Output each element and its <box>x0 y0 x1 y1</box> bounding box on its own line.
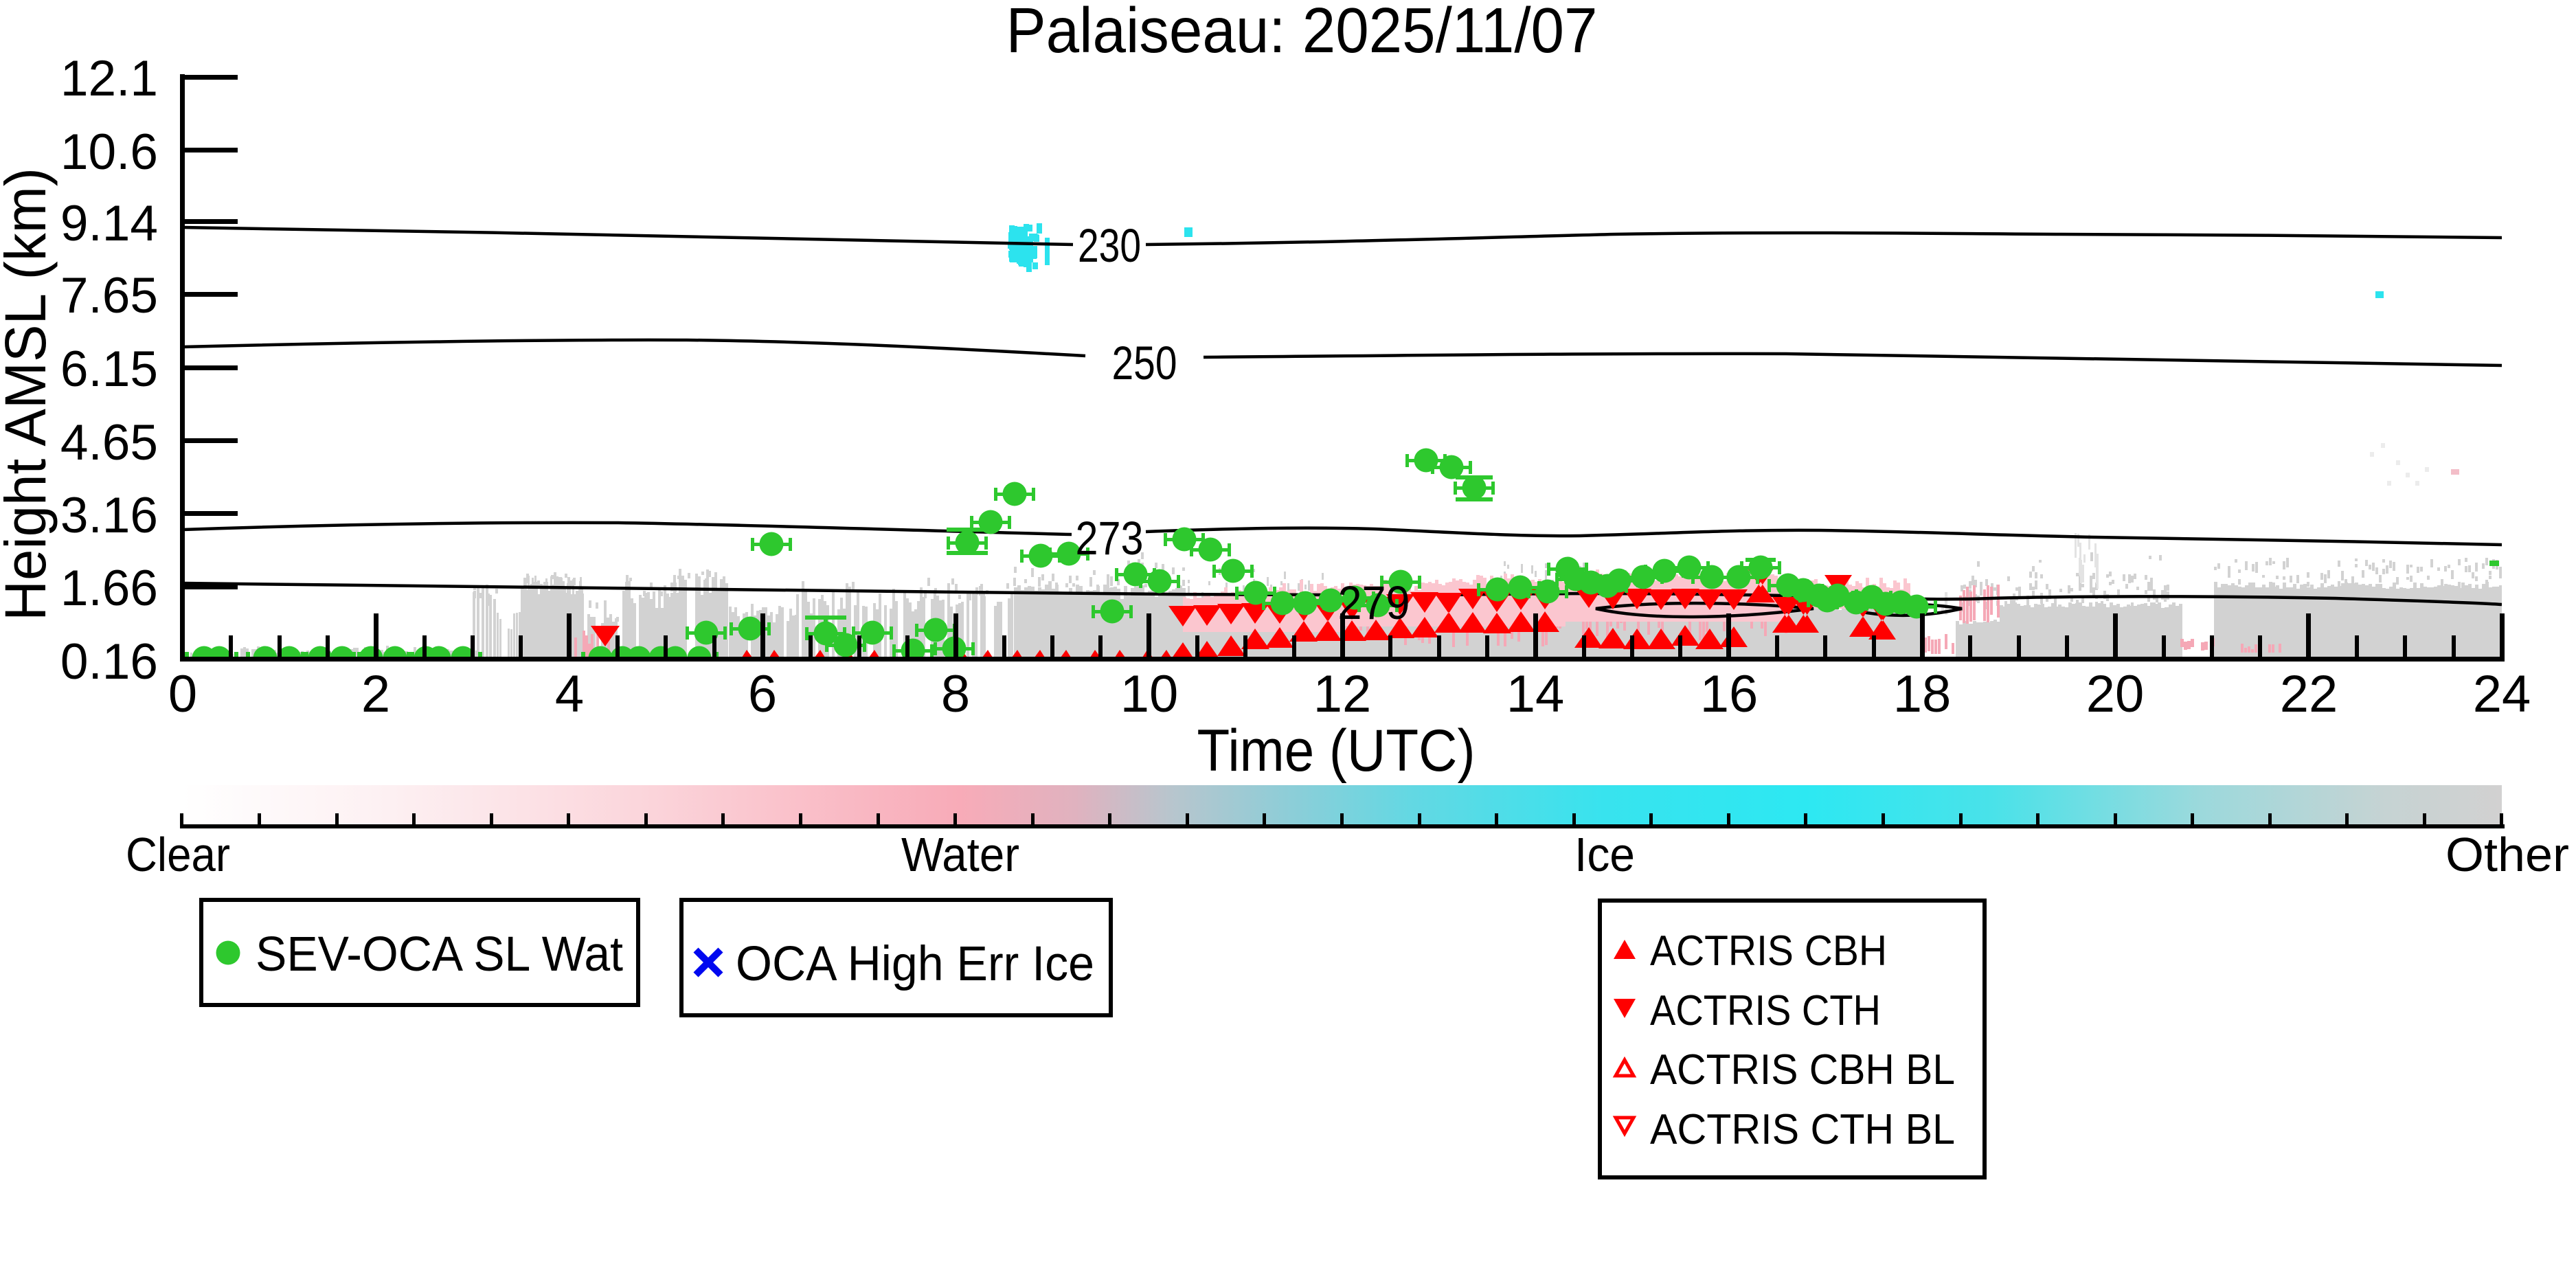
svg-text:250: 250 <box>1112 337 1177 389</box>
svg-text:22: 22 <box>2280 665 2338 723</box>
svg-text:1.66: 1.66 <box>60 561 158 616</box>
svg-text:14: 14 <box>1506 665 1565 723</box>
svg-text:Other: Other <box>2445 828 2569 881</box>
svg-text:2: 2 <box>361 665 390 723</box>
svg-text:OCA High Err Ice: OCA High Err Ice <box>736 937 1094 991</box>
svg-text:Ice: Ice <box>1574 828 1635 881</box>
svg-text:10: 10 <box>1120 665 1179 723</box>
svg-text:12.1: 12.1 <box>60 51 158 106</box>
svg-text:18: 18 <box>1893 665 1952 723</box>
svg-text:ACTRIS CTH BL: ACTRIS CTH BL <box>1650 1106 1955 1153</box>
svg-text:Height AMSL (km): Height AMSL (km) <box>0 168 58 621</box>
svg-text:Clear: Clear <box>126 828 230 881</box>
svg-text:230: 230 <box>1078 219 1141 272</box>
svg-text:24: 24 <box>2473 665 2531 723</box>
svg-text:6.15: 6.15 <box>60 341 158 397</box>
svg-text:3.16: 3.16 <box>60 488 158 543</box>
svg-text:12: 12 <box>1313 665 1372 723</box>
svg-text:20: 20 <box>2086 665 2145 723</box>
svg-text:279: 279 <box>1338 576 1410 629</box>
svg-text:ACTRIS CBH: ACTRIS CBH <box>1650 927 1887 975</box>
svg-text:Time (UTC): Time (UTC) <box>1197 718 1476 784</box>
svg-text:ACTRIS CTH: ACTRIS CTH <box>1650 987 1881 1035</box>
svg-text:4.65: 4.65 <box>60 415 158 471</box>
svg-text:16: 16 <box>1700 665 1759 723</box>
svg-text:0: 0 <box>168 665 197 723</box>
svg-text:7.65: 7.65 <box>60 268 158 324</box>
svg-text:6: 6 <box>748 665 777 723</box>
svg-text:4: 4 <box>555 665 584 723</box>
svg-text:273: 273 <box>1076 512 1144 565</box>
svg-text:10.6: 10.6 <box>60 124 158 180</box>
svg-text:Water: Water <box>901 828 1019 881</box>
svg-text:0.16: 0.16 <box>60 634 158 690</box>
svg-text:SEV-OCA SL Wat: SEV-OCA SL Wat <box>256 927 623 982</box>
svg-text:Palaiseau: 2025/11/07: Palaiseau: 2025/11/07 <box>1006 0 1598 66</box>
svg-text:9.14: 9.14 <box>60 196 158 251</box>
svg-text:8: 8 <box>941 665 970 723</box>
svg-text:ACTRIS CBH BL: ACTRIS CBH BL <box>1650 1046 1955 1094</box>
